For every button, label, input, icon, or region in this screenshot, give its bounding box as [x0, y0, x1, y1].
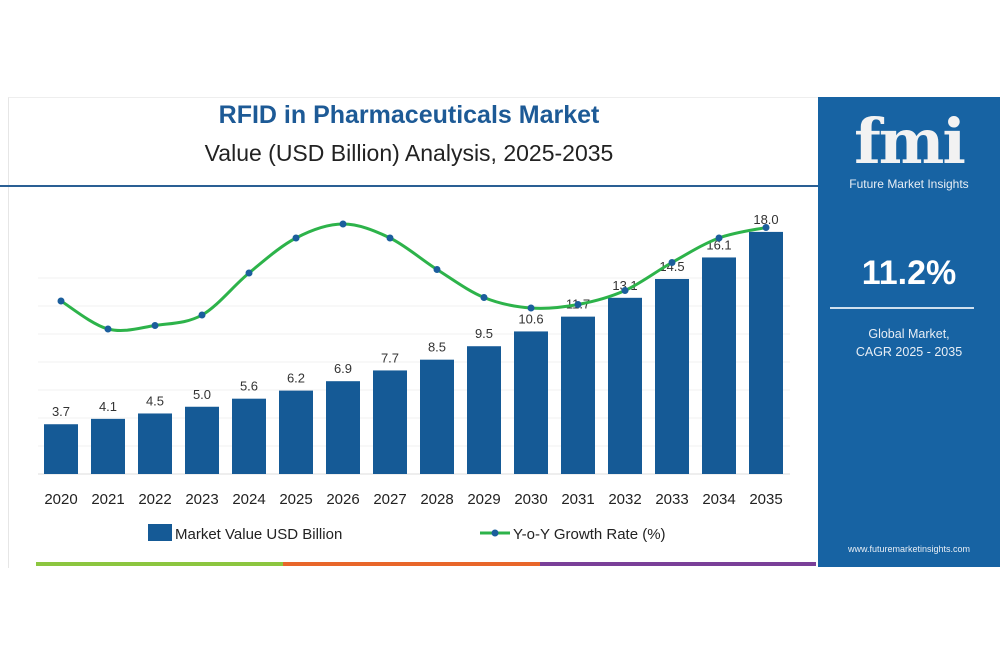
bar-2021	[91, 418, 125, 474]
bar-2031	[561, 316, 595, 474]
chart-title: RFID in Pharmaceuticals Market	[218, 101, 600, 129]
data-label-2024: 5.6	[240, 379, 258, 394]
growth-point-2022	[151, 322, 159, 329]
x-tick-2021: 2021	[91, 491, 124, 508]
x-tick-2023: 2023	[185, 491, 218, 508]
x-tick-2032: 2032	[608, 491, 641, 508]
growth-line	[60, 222, 767, 333]
chart-frame	[8, 97, 1000, 568]
strip-green	[36, 562, 283, 566]
data-label-2032: 13.1	[612, 278, 637, 293]
x-tick-2035: 2035	[749, 491, 782, 508]
x-tick-2026: 2026	[326, 491, 359, 508]
chart-subtitle: Value (USD Billion) Analysis, 2025-2035	[204, 140, 614, 166]
x-tick-2030: 2030	[514, 491, 547, 508]
bar-2032	[608, 297, 642, 474]
cagr-divider	[830, 307, 974, 309]
legend-line-label: Y-o-Y Growth Rate (%)	[513, 526, 666, 543]
x-tick-2025: 2025	[279, 491, 312, 508]
fmi-logo: fmi	[854, 105, 966, 178]
bar-2034	[702, 257, 736, 474]
x-tick-2028: 2028	[420, 491, 453, 508]
data-label-2020: 3.7	[52, 404, 70, 419]
data-label-2033: 14.5	[659, 259, 684, 274]
growth-point-2034	[715, 234, 723, 242]
bar-2028	[420, 359, 454, 474]
data-label-2027: 7.7	[381, 350, 399, 365]
strip-orange	[283, 562, 540, 566]
bar-2022	[138, 413, 172, 474]
data-label-2026: 6.9	[334, 361, 352, 376]
x-tick-2033: 2033	[655, 491, 688, 508]
bar-2033	[655, 278, 689, 474]
strip-purple	[540, 562, 816, 566]
logo-caption: Future Market Insights	[849, 177, 969, 191]
x-tick-2027: 2027	[373, 491, 406, 508]
growth-point-2027	[386, 234, 394, 242]
chart: 3.7 2020 4.1 2021 4.5 2022 5.0 2023 5.6 2024 6.2 20…	[38, 212, 790, 543]
growth-point-2025	[292, 234, 300, 242]
bar-2026	[326, 381, 360, 474]
legend-bar-label: Market Value USD Billion	[175, 526, 342, 543]
x-tick-2022: 2022	[138, 491, 171, 508]
data-label-2030: 10.6	[518, 311, 543, 326]
bar-2027	[373, 370, 407, 474]
bar-2020	[44, 424, 78, 474]
bar-2035	[749, 231, 783, 474]
legend-bar-swatch	[148, 524, 172, 541]
growth-point-2029	[480, 294, 488, 301]
bar-2025	[279, 390, 313, 474]
bar-2030	[514, 331, 548, 474]
growth-point-2035	[762, 224, 770, 231]
growth-point-2030	[527, 304, 535, 312]
cagr-label: Global Market, CAGR 2025 - 2035	[818, 325, 1000, 361]
cagr-value: 11.2%	[861, 254, 957, 292]
x-tick-2034: 2034	[702, 491, 735, 508]
x-tick-2020: 2020	[44, 491, 77, 508]
growth-point-2026	[339, 220, 347, 228]
cagr-label-line1: Global Market,	[868, 327, 950, 341]
title-divider	[0, 185, 818, 187]
growth-point-2032	[621, 287, 629, 294]
website-url: www.futuremarketinsights.com	[847, 544, 971, 554]
data-label-2029: 9.5	[475, 326, 493, 341]
growth-point-2028	[433, 266, 441, 273]
x-tick-2031: 2031	[561, 491, 594, 508]
data-label-2025: 6.2	[287, 371, 305, 386]
info-panel: fmi Future Market Insights 11.2% Global …	[818, 97, 1000, 567]
x-tick-2024: 2024	[232, 491, 265, 508]
data-label-2023: 5.0	[193, 387, 211, 402]
legend-line-marker	[491, 529, 499, 537]
x-tick-2029: 2029	[467, 491, 500, 508]
bar-2029	[467, 346, 501, 474]
growth-point-2024	[245, 269, 253, 277]
cagr-label-line2: CAGR 2025 - 2035	[855, 345, 963, 359]
growth-point-2021	[104, 325, 112, 333]
data-label-2035: 18.0	[753, 212, 778, 227]
growth-point-2031	[574, 301, 582, 308]
growth-point-2020	[57, 297, 65, 305]
growth-point-2033	[668, 259, 676, 266]
data-label-2028: 8.5	[428, 340, 446, 355]
growth-point-2023	[198, 311, 206, 319]
data-label-2021: 4.1	[99, 399, 117, 414]
bar-2024	[232, 398, 266, 474]
bar-2023	[185, 406, 219, 474]
data-label-2022: 4.5	[146, 393, 164, 408]
